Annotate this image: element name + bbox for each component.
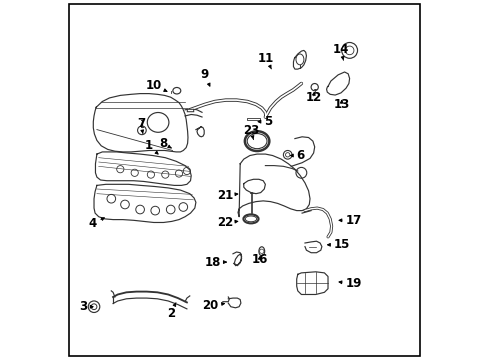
Text: 20: 20	[202, 299, 224, 312]
Text: 13: 13	[333, 98, 349, 111]
Text: 5: 5	[258, 115, 272, 128]
Text: 9: 9	[201, 68, 209, 86]
Text: 6: 6	[290, 149, 305, 162]
Text: 16: 16	[251, 253, 267, 266]
Text: 21: 21	[216, 189, 237, 202]
Text: 1: 1	[144, 139, 158, 154]
Text: 14: 14	[332, 43, 348, 60]
Text: 11: 11	[258, 52, 274, 69]
Text: 15: 15	[327, 238, 349, 251]
Text: 23: 23	[243, 124, 259, 140]
Text: 4: 4	[88, 217, 104, 230]
Text: 22: 22	[216, 216, 237, 229]
Text: 2: 2	[166, 303, 176, 320]
Text: 3: 3	[79, 300, 93, 313]
Text: 19: 19	[338, 277, 362, 290]
Text: 17: 17	[338, 214, 362, 227]
Text: 18: 18	[204, 256, 226, 269]
Text: 7: 7	[137, 117, 144, 134]
Text: 10: 10	[146, 79, 166, 92]
Text: 8: 8	[159, 137, 171, 150]
Text: 12: 12	[305, 91, 321, 104]
